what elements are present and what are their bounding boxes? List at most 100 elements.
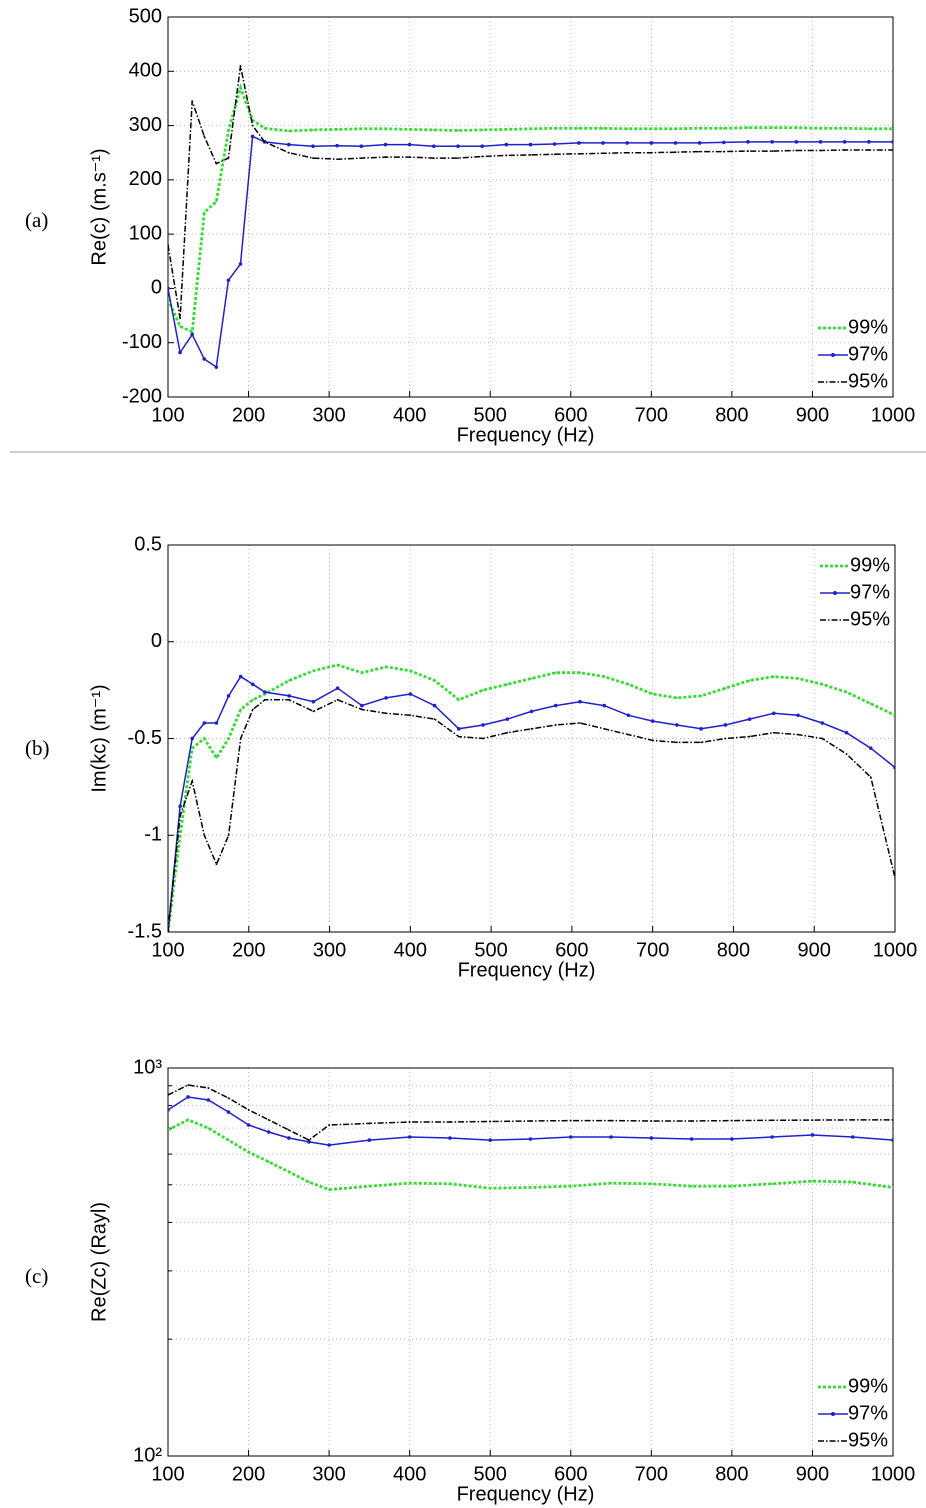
data-point	[227, 1097, 230, 1099]
y-axis-label: Re(c) (m.s⁻¹)	[88, 148, 110, 265]
data-point	[191, 747, 194, 750]
data-point	[407, 142, 412, 147]
data-point	[795, 126, 798, 129]
data-point	[650, 1120, 653, 1122]
data-point	[408, 156, 411, 158]
data-point	[368, 1122, 371, 1125]
data-point	[746, 140, 750, 144]
data-point	[730, 1119, 733, 1122]
data-point	[179, 834, 182, 837]
data-point	[867, 127, 870, 130]
y-tick-label: 0	[151, 630, 162, 652]
data-point	[529, 127, 532, 130]
plot-frame	[167, 16, 894, 398]
data-point	[187, 1084, 190, 1086]
x-tick-label: 600	[554, 404, 587, 426]
data-point	[722, 140, 726, 145]
x-tick-label: 700	[635, 404, 668, 426]
data-point	[307, 1140, 311, 1144]
data-point	[506, 731, 509, 734]
data-point	[263, 140, 266, 143]
data-point	[191, 780, 194, 782]
x-tick-label: 900	[796, 404, 829, 426]
data-point	[266, 1130, 271, 1134]
data-point	[505, 154, 508, 157]
data-point	[577, 127, 580, 130]
data-point	[818, 140, 823, 144]
data-point	[650, 719, 655, 723]
data-point	[311, 699, 316, 704]
data-point	[360, 703, 364, 708]
x-tick-label: 200	[232, 1463, 265, 1485]
data-point	[627, 683, 630, 686]
data-point	[894, 876, 895, 879]
data-point	[251, 124, 254, 127]
data-point	[385, 712, 387, 715]
data-point	[697, 141, 702, 145]
data-point	[554, 671, 557, 674]
data-point	[457, 698, 460, 701]
data-point	[287, 694, 291, 698]
legend-label: 97%	[848, 1402, 888, 1424]
data-point	[203, 834, 206, 837]
y-tick-label: 10³	[133, 1056, 162, 1078]
data-point	[385, 666, 387, 668]
data-point	[312, 669, 315, 672]
x-tick-label: 400	[393, 404, 426, 426]
data-point	[250, 134, 255, 139]
x-tick-label: 700	[635, 1463, 668, 1485]
data-point	[690, 1185, 693, 1188]
data-point	[650, 1182, 653, 1185]
data-point	[650, 127, 653, 130]
legend-marker	[831, 1412, 835, 1416]
data-point	[796, 713, 800, 718]
data-point	[238, 262, 243, 266]
data-point	[578, 699, 582, 704]
x-tick-label: 300	[313, 939, 346, 961]
legend: 99% 97% 95%	[820, 554, 890, 630]
data-point	[747, 150, 749, 152]
data-point	[288, 698, 291, 701]
data-point	[530, 727, 533, 730]
data-point	[842, 140, 847, 144]
data-point	[869, 702, 872, 705]
data-point	[528, 142, 533, 147]
data-point	[168, 298, 169, 301]
data-point	[214, 365, 219, 369]
data-point	[820, 721, 825, 725]
data-point	[505, 128, 508, 131]
data-point	[432, 703, 437, 708]
x-tick-label: 500	[474, 1463, 507, 1485]
chart: (b) 100 200 300 400 500 600 700 800 900 1000 -1.5 -1…	[25, 533, 917, 981]
data-point	[569, 1185, 572, 1188]
data-point	[179, 815, 182, 817]
data-point	[892, 1186, 893, 1189]
data-point	[891, 140, 893, 144]
data-point	[432, 129, 435, 131]
data-point	[267, 1160, 270, 1163]
data-point	[207, 1127, 210, 1130]
data-point	[891, 1138, 893, 1142]
data-point	[457, 157, 459, 160]
data-point	[251, 708, 254, 711]
data-point	[610, 1182, 612, 1185]
data-point	[867, 149, 870, 151]
data-point	[892, 149, 893, 151]
x-tick-label: 700	[636, 939, 669, 961]
data-point	[190, 736, 195, 741]
data-point	[202, 721, 207, 725]
data-point	[408, 692, 413, 696]
data-point	[288, 679, 291, 682]
data-point	[794, 140, 799, 144]
data-point	[168, 1094, 169, 1096]
y-tick-label: -200	[122, 385, 162, 407]
data-point	[215, 200, 218, 203]
data-point	[359, 144, 364, 148]
data-point	[168, 1108, 170, 1112]
data-point	[699, 727, 703, 731]
data-point	[226, 278, 231, 283]
x-axis-label: Frequency (Hz)	[457, 424, 595, 446]
data-point	[287, 130, 290, 132]
data-point	[311, 144, 315, 148]
data-point	[408, 128, 411, 131]
